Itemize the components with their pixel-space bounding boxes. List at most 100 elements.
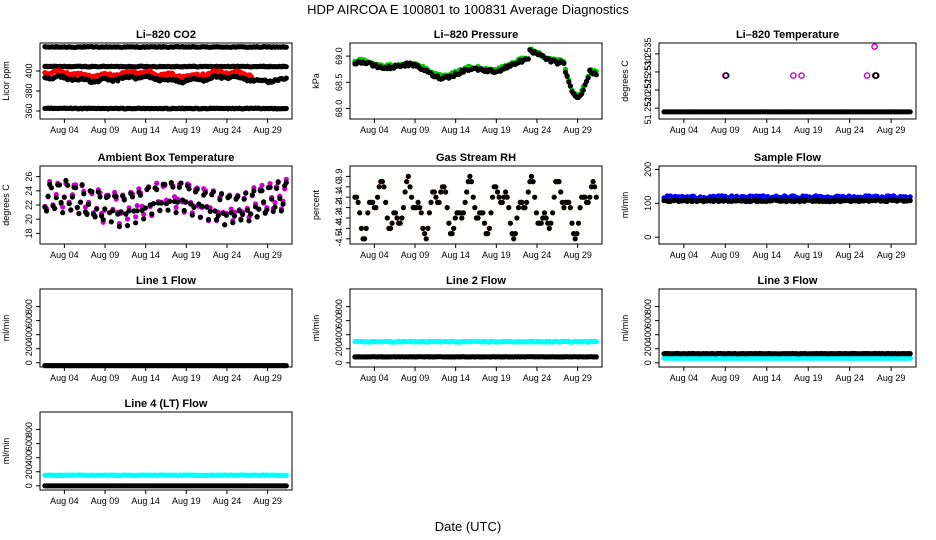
data-point — [519, 199, 525, 205]
data-point — [556, 179, 562, 185]
panel-title: Sample Flow — [754, 152, 822, 164]
data-point — [907, 109, 913, 115]
data-point — [89, 189, 95, 195]
y-tick-label: 400 — [24, 327, 34, 342]
data-point — [574, 231, 580, 237]
x-tick-label: Aug 24 — [213, 373, 242, 383]
series-upper-band — [42, 44, 289, 51]
data-points — [661, 193, 913, 205]
data-point — [61, 194, 67, 200]
data-point — [451, 225, 457, 231]
y-tick-label: 24 — [24, 186, 34, 196]
data-point — [446, 220, 452, 226]
x-tick-label: Aug 19 — [482, 125, 511, 135]
data-point — [126, 208, 132, 214]
figure-xlabel: Date (UTC) — [435, 519, 501, 534]
x-tick-label: Aug 24 — [835, 373, 864, 383]
data-point — [167, 198, 173, 205]
data-point — [210, 189, 216, 195]
y-tick-label: 200 — [24, 464, 34, 479]
panel-title: Line 4 (LT) Flow — [125, 398, 208, 410]
x-tick-label: Aug 29 — [253, 125, 282, 135]
data-point — [189, 212, 195, 218]
data-point — [154, 180, 160, 186]
data-point — [186, 186, 192, 192]
data-point — [133, 220, 139, 226]
y-tick-label: -3.9 — [334, 169, 344, 185]
data-point — [69, 194, 75, 200]
data-point — [92, 214, 98, 220]
data-point — [389, 220, 395, 226]
x-tick-label: Aug 14 — [131, 496, 160, 506]
data-point — [355, 199, 361, 205]
y-tick-label: -4.1 — [334, 189, 344, 205]
data-point — [417, 205, 423, 211]
data-point — [63, 177, 69, 184]
x-tick-label: Aug 14 — [441, 373, 470, 383]
data-point — [593, 339, 599, 345]
data-point — [102, 206, 108, 212]
data-point — [60, 204, 66, 210]
data-point — [381, 184, 387, 190]
plot-frame — [658, 42, 917, 120]
data-point — [79, 182, 85, 188]
data-point — [577, 205, 583, 211]
data-point — [569, 220, 575, 226]
data-point — [593, 194, 599, 200]
data-point — [240, 211, 246, 218]
data-point — [515, 205, 522, 211]
y-tick-label: -4.3 — [334, 210, 344, 226]
x-tick-label: Aug 24 — [213, 125, 242, 135]
panel-10: Line 4 (LT) Flow ml/min Aug 04 Aug 09 Aug 14… — [1, 398, 293, 506]
y-tick-label: 20 — [24, 214, 34, 224]
panel-title: Line 1 Flow — [136, 275, 196, 287]
data-point — [907, 351, 913, 357]
data-point — [267, 181, 273, 187]
y-tick-label: 380 — [24, 83, 34, 98]
data-point — [370, 199, 376, 205]
data-point — [141, 211, 147, 217]
y-tick-label: 0 — [24, 360, 34, 365]
data-point — [264, 207, 270, 213]
x-tick-label: Aug 04 — [360, 373, 389, 383]
panel-9: Line 3 Flow ml/min Aug 04 Aug 09 Aug 14 Aug 1… — [620, 275, 917, 383]
data-point — [907, 355, 913, 361]
outlier-point — [871, 43, 878, 50]
data-point — [566, 199, 572, 205]
x-tick-label: Aug 09 — [401, 125, 430, 135]
data-point — [194, 186, 200, 192]
data-point — [259, 188, 265, 194]
data-point — [475, 215, 481, 221]
data-point — [468, 179, 475, 185]
data-point — [375, 194, 381, 200]
series-black — [352, 354, 599, 360]
data-point — [256, 206, 262, 212]
data-point — [154, 187, 160, 193]
data-point — [532, 194, 538, 200]
data-point — [95, 189, 101, 195]
data-point — [373, 205, 379, 211]
x-tick-label: Aug 24 — [523, 373, 552, 383]
data-point — [524, 199, 530, 205]
data-point — [383, 199, 389, 205]
data-point — [270, 208, 276, 214]
data-point — [238, 217, 244, 223]
data-point — [217, 197, 223, 203]
y-tick-label: 18 — [24, 228, 34, 238]
x-tick-label: Aug 09 — [91, 125, 120, 135]
outlier-point — [798, 72, 805, 79]
data-point — [415, 199, 421, 205]
data-point — [81, 191, 87, 197]
data-point — [66, 201, 72, 207]
data-point — [541, 210, 548, 216]
plot-frame — [349, 42, 603, 120]
data-point — [246, 218, 252, 224]
data-point — [188, 201, 194, 207]
plot-frame — [349, 288, 603, 368]
data-point — [528, 173, 535, 179]
data-point — [236, 208, 242, 214]
data-point — [409, 194, 415, 200]
data-point — [228, 210, 234, 216]
data-point — [278, 208, 284, 214]
